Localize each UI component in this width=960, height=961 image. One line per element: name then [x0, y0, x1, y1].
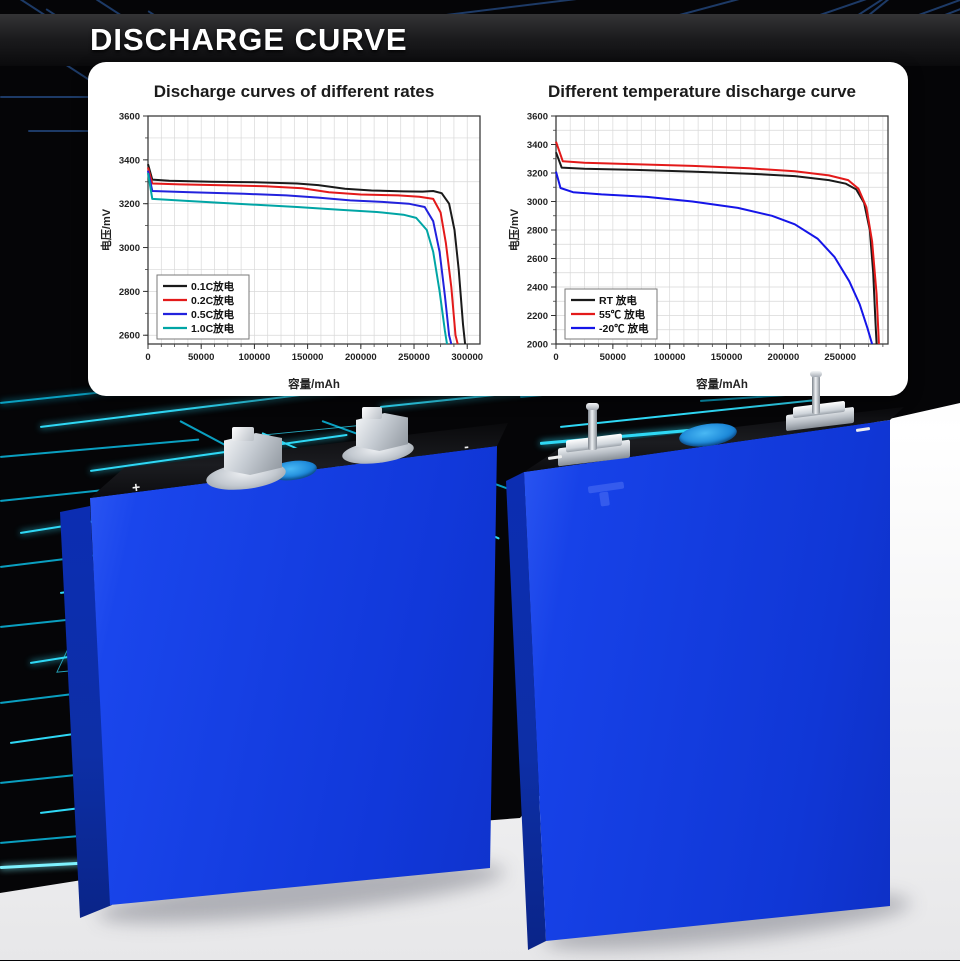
svg-text:1.0C放电: 1.0C放电: [191, 322, 235, 335]
battery-left-plus-mark: +: [131, 478, 142, 496]
battery-left-terminal2-step-icon: [362, 407, 382, 419]
svg-text:3200: 3200: [527, 169, 548, 180]
svg-text:2600: 2600: [527, 254, 548, 265]
svg-text:200000: 200000: [345, 352, 377, 363]
battery-right-logo-stem-icon: [599, 491, 610, 507]
svg-text:50000: 50000: [600, 352, 626, 363]
svg-text:2000: 2000: [527, 340, 548, 351]
svg-text:电压/mV: 电压/mV: [99, 208, 113, 251]
svg-text:RT 放电: RT 放电: [599, 294, 637, 307]
svg-text:2800: 2800: [527, 226, 548, 237]
circuit-line: [0, 438, 200, 458]
svg-text:250000: 250000: [824, 352, 856, 363]
svg-text:200000: 200000: [768, 352, 800, 363]
svg-text:2600: 2600: [119, 331, 140, 342]
svg-text:3200: 3200: [119, 199, 140, 210]
svg-text:0: 0: [145, 352, 150, 363]
svg-text:3000: 3000: [119, 243, 140, 254]
svg-text:50000: 50000: [188, 352, 214, 363]
battery-right-front-face: [524, 420, 890, 941]
page-title: DISCHARGE CURVE: [90, 22, 408, 57]
svg-text:250000: 250000: [398, 352, 430, 363]
battery-left-terminal1-step-icon: [232, 427, 254, 441]
svg-text:2400: 2400: [527, 283, 548, 294]
svg-text:2200: 2200: [527, 311, 548, 322]
svg-text:3000: 3000: [527, 197, 548, 208]
chart-temperature: 0 50000 100000 150000 200000 250000 2000 2200 24…: [507, 112, 889, 391]
chart-rates: 0 50000 100000 150000 200000 250000 300000 2600…: [99, 112, 483, 392]
battery-right-stud1-post-icon: [588, 408, 597, 450]
svg-text:150000: 150000: [292, 352, 324, 363]
svg-text:55℃ 放电: 55℃ 放电: [599, 308, 646, 321]
chart-rates-title: Discharge curves of different rates: [153, 82, 435, 101]
battery-right-stud2-post-icon: [812, 376, 820, 414]
svg-text:-20℃ 放电: -20℃ 放电: [599, 322, 649, 335]
svg-text:300000: 300000: [451, 352, 483, 363]
chart-temperature-title: Different temperature discharge curve: [548, 82, 856, 101]
svg-text:3600: 3600: [119, 112, 140, 123]
svg-text:容量/mAh: 容量/mAh: [695, 377, 748, 391]
svg-text:0.2C放电: 0.2C放电: [191, 294, 235, 307]
chart-rates-block: Discharge curves of different rates 0 500…: [94, 68, 494, 396]
svg-text:100000: 100000: [239, 352, 271, 363]
svg-text:150000: 150000: [711, 352, 743, 363]
svg-text:0: 0: [553, 352, 558, 363]
chart-panel: Discharge curves of different rates 0 500…: [88, 62, 908, 396]
svg-text:100000: 100000: [654, 352, 686, 363]
battery-right-stud1-cap-icon: [586, 403, 599, 410]
svg-text:2800: 2800: [119, 287, 140, 298]
svg-text:电压/mV: 电压/mV: [507, 208, 521, 251]
battery-right-stud2-cap-icon: [810, 371, 822, 377]
svg-text:0.5C放电: 0.5C放电: [191, 308, 235, 321]
svg-text:0.1C放电: 0.1C放电: [191, 280, 235, 293]
svg-text:3400: 3400: [119, 155, 140, 166]
battery-left-front-face: [90, 446, 497, 905]
svg-text:3400: 3400: [527, 140, 548, 151]
chart-temperature-block: Different temperature discharge curve 0 5…: [502, 68, 902, 396]
svg-text:3600: 3600: [527, 112, 548, 123]
svg-text:容量/mAh: 容量/mAh: [287, 377, 340, 391]
